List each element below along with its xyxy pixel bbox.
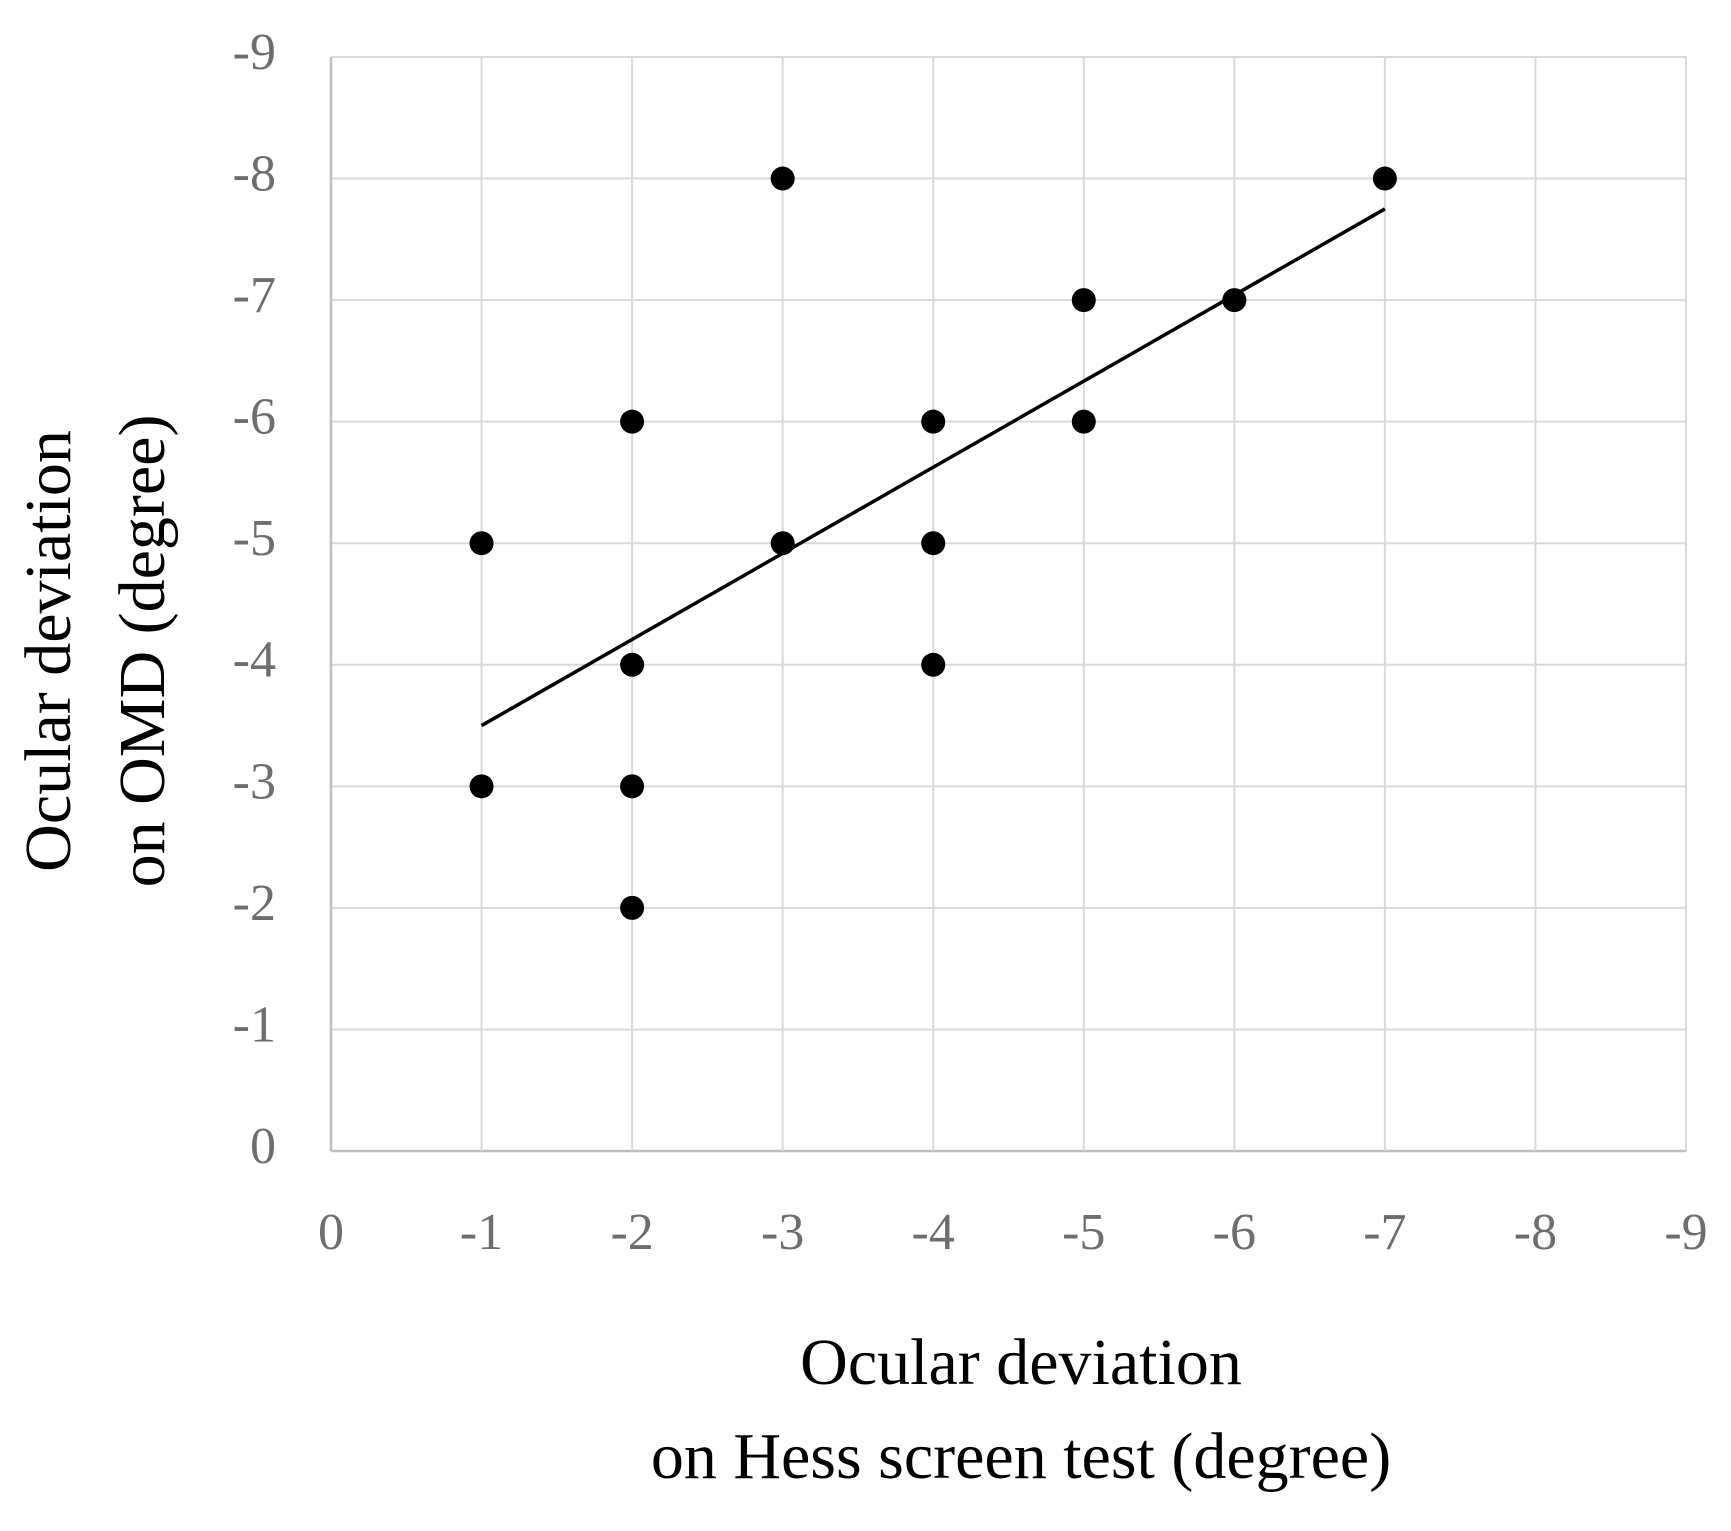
y-tick-label: -2 (233, 875, 276, 932)
y-tick-label: -4 (233, 632, 276, 689)
x-tick-label: -3 (761, 1204, 804, 1261)
point (469, 531, 494, 556)
x-tick-label: -8 (1514, 1204, 1557, 1261)
y-tick-label: -8 (233, 145, 276, 202)
y-tick-label: -5 (233, 510, 276, 567)
point (921, 531, 946, 556)
point (620, 895, 645, 920)
point (921, 652, 946, 677)
x-tick-label: -9 (1664, 1204, 1707, 1261)
y-axis-title: on OMD (degree) (106, 415, 179, 888)
x-axis-title: Ocular deviation (800, 1326, 1242, 1399)
x-tick-label: -4 (912, 1204, 955, 1261)
point (620, 409, 645, 434)
point (1071, 409, 1096, 434)
y-tick-label: -6 (233, 389, 276, 446)
point (1071, 288, 1096, 313)
point (1222, 288, 1247, 313)
x-tick-label: -5 (1062, 1204, 1105, 1261)
point (469, 774, 494, 799)
point (921, 409, 946, 434)
point (620, 774, 645, 799)
x-tick-label: -7 (1363, 1204, 1406, 1261)
trend-line (480, 207, 1386, 728)
y-tick-label: 0 (250, 1118, 276, 1175)
y-tick-label: -7 (233, 267, 276, 324)
y-tick-label: -1 (233, 996, 276, 1053)
point (620, 652, 645, 677)
x-axis-title: on Hess screen test (degree) (651, 1420, 1391, 1493)
y-axis-title: Ocular deviation (12, 430, 85, 872)
x-tick-label: -6 (1213, 1204, 1256, 1261)
point (770, 166, 795, 191)
point (1372, 166, 1397, 191)
y-tick-label: -3 (233, 753, 276, 810)
x-tick-label: -2 (610, 1204, 653, 1261)
x-tick-label: -1 (460, 1204, 503, 1261)
x-tick-label: 0 (318, 1204, 344, 1261)
y-tick-label: -9 (233, 24, 276, 81)
